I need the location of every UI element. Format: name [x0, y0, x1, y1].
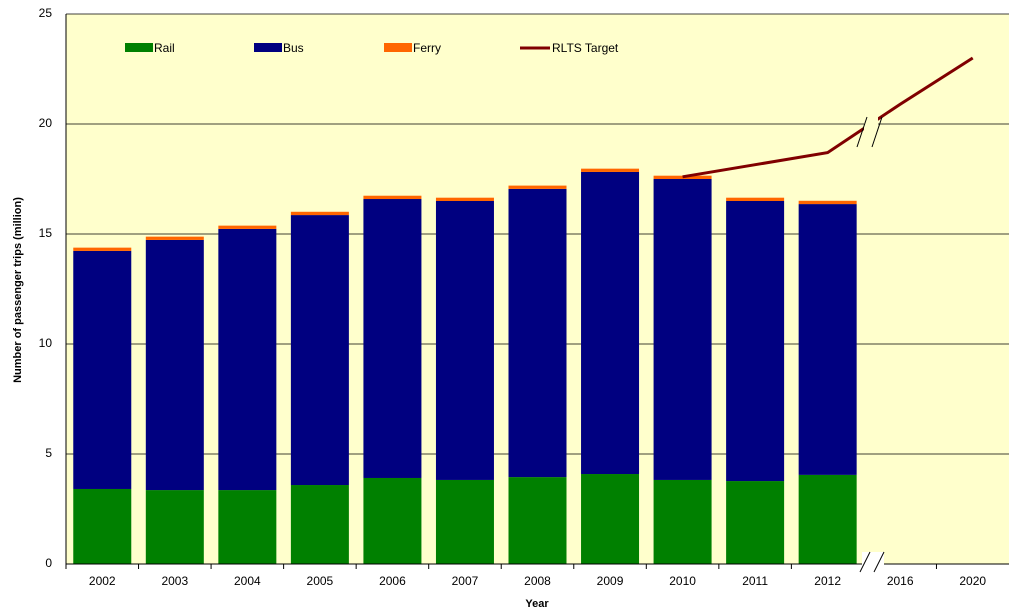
x-tick-label: 2020: [959, 574, 986, 588]
bar: [653, 479, 712, 564]
x-tick-label: 2006: [379, 574, 406, 588]
bar: [363, 199, 422, 478]
bar: [73, 247, 132, 251]
bar: [73, 250, 132, 489]
y-tick-label: 20: [39, 116, 53, 130]
bar: [218, 490, 277, 564]
bar: [581, 474, 640, 564]
bar: [726, 481, 785, 564]
bar: [73, 488, 132, 564]
x-tick-label: 2003: [161, 574, 188, 588]
y-tick-label: 15: [39, 226, 53, 240]
bar: [581, 171, 640, 475]
bar: [653, 179, 712, 480]
bar: [290, 215, 349, 486]
bar: [435, 201, 494, 480]
x-tick-label: 2010: [669, 574, 696, 588]
bar: [798, 204, 857, 475]
bar: [508, 188, 567, 478]
bar: [435, 197, 494, 201]
bar: [290, 485, 349, 564]
legend-label: Rail: [154, 41, 175, 55]
bar: [508, 185, 567, 189]
bar: [145, 239, 204, 491]
legend-swatch: [254, 43, 282, 52]
bar: [798, 200, 857, 205]
bar: [363, 195, 422, 200]
x-tick-label: 2004: [234, 574, 261, 588]
bar: [581, 168, 640, 172]
x-tick-label: 2011: [742, 574, 768, 588]
x-tick-label: 2016: [887, 574, 914, 588]
legend-swatch: [384, 43, 412, 52]
legend-swatch: [125, 43, 153, 52]
bar: [435, 479, 494, 564]
bar: [363, 477, 422, 564]
x-tick-label: 2012: [814, 574, 841, 588]
legend-label: Bus: [283, 41, 304, 55]
x-tick-label: 2008: [524, 574, 551, 588]
bar: [290, 211, 349, 216]
bar: [798, 474, 857, 564]
bar: [218, 228, 277, 491]
axis-break: [856, 112, 885, 573]
bar: [726, 197, 785, 201]
y-tick-label: 5: [45, 446, 52, 460]
y-tick-label: 0: [45, 556, 52, 570]
x-tick-label: 2007: [452, 574, 479, 588]
x-tick-label: 2005: [307, 574, 334, 588]
x-axis-label: Year: [525, 598, 549, 610]
y-axis-label: Number of passenger trips (million): [12, 197, 24, 383]
bar: [508, 477, 567, 564]
legend-label: Ferry: [413, 41, 441, 55]
target-line: [682, 56, 974, 179]
bar: [218, 225, 277, 229]
y-tick-label: 25: [39, 6, 53, 20]
x-tick-label: 2002: [89, 574, 116, 588]
bar: [726, 201, 785, 482]
legend-label: RLTS Target: [552, 41, 619, 55]
bar: [653, 175, 712, 179]
y-tick-label: 10: [39, 336, 53, 350]
x-tick-label: 2009: [597, 574, 624, 588]
bar: [145, 490, 204, 564]
bar: [145, 236, 204, 240]
